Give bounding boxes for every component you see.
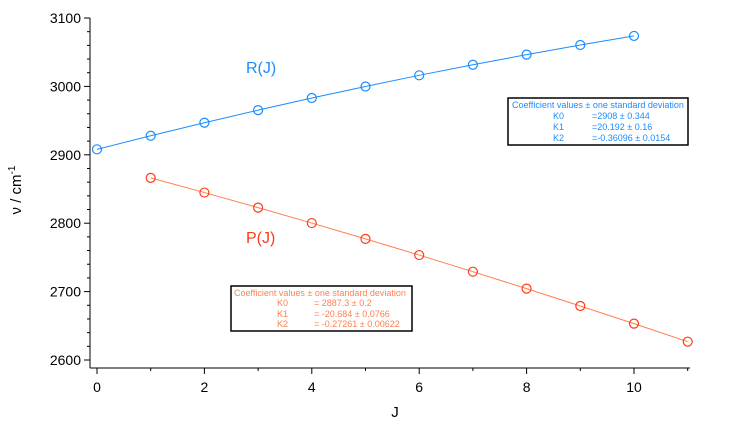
series-label-r: R(J) (246, 60, 276, 77)
data-point (467, 266, 478, 277)
data-point (199, 117, 210, 128)
y-axis-label: ν / cm-1 (7, 165, 25, 214)
x-tick-label: 8 (523, 379, 531, 395)
fit-box-p-k2-value: = -0.27261 ± 0.00622 (314, 319, 400, 329)
data-point (628, 318, 640, 329)
data-point (414, 249, 425, 261)
fit-box-r-k2-name: K2 (553, 133, 564, 143)
data-point (360, 233, 371, 244)
x-tick-label: 10 (626, 379, 642, 395)
data-point (414, 70, 425, 81)
x-tick-label: 4 (308, 379, 316, 395)
fit-box-p-k1-name: K1 (277, 309, 288, 319)
y-tick-label: 2700 (50, 284, 81, 300)
data-point (628, 30, 640, 42)
x-axis-label: J (391, 404, 399, 421)
data-point (145, 172, 156, 183)
fit-box-p-k2-name: K2 (277, 319, 288, 329)
fit-box-p-header: Coefficient values ± one standard deviat… (234, 288, 406, 298)
y-tick-label: 2800 (50, 215, 81, 231)
data-point (306, 92, 317, 104)
fit-box-p-k1-value: = -20.684 ± 0.0766 (314, 309, 390, 319)
series-r (91, 30, 640, 155)
fit-line (150, 177, 688, 343)
data-point (575, 39, 586, 51)
data-point (467, 59, 478, 70)
fit-box-r: Coefficient values ± one standard deviat… (507, 97, 689, 146)
data-point (199, 187, 210, 198)
data-point (521, 283, 532, 294)
x-tick-label: 0 (93, 379, 101, 395)
x-tick-label: 2 (201, 379, 209, 395)
fit-box-p: Coefficient values ± one standard deviat… (230, 285, 413, 332)
fit-box-p-k0-value: = 2887.3 ± 0.2 (314, 298, 372, 308)
fit-box-r-k0-name: K0 (553, 111, 564, 121)
data-point (306, 217, 317, 229)
x-tick-label: 6 (415, 379, 423, 395)
fit-box-r-k1-value: =20.192 ± 0.16 (592, 122, 652, 132)
series-p (145, 172, 693, 347)
fit-box-r-k2-value: =-0.36096 ± 0.0154 (592, 133, 670, 143)
data-point (91, 144, 103, 155)
y-tick-label: 2900 (50, 147, 81, 163)
fit-box-r-k0-value: =2908 ± 0.344 (592, 111, 650, 121)
fit-line (96, 35, 635, 150)
y-tick-label: 3000 (50, 78, 81, 94)
fit-box-r-header: Coefficient values ± one standard deviat… (512, 100, 684, 110)
series-label-p: P(J) (246, 230, 275, 247)
data-point (253, 105, 264, 116)
y-tick-label: 2600 (50, 352, 81, 368)
y-tick-label: 3100 (50, 10, 81, 26)
data-point (145, 130, 156, 141)
data-point (360, 81, 371, 92)
fit-box-r-k1-name: K1 (553, 122, 564, 132)
axes (89, 18, 690, 369)
y-axis-label-superscript: -1 (7, 165, 18, 174)
data-point (575, 300, 586, 312)
fit-box-p-k0-name: K0 (277, 298, 288, 308)
data-point (682, 336, 693, 347)
data-point (521, 49, 532, 60)
data-point (253, 202, 264, 213)
